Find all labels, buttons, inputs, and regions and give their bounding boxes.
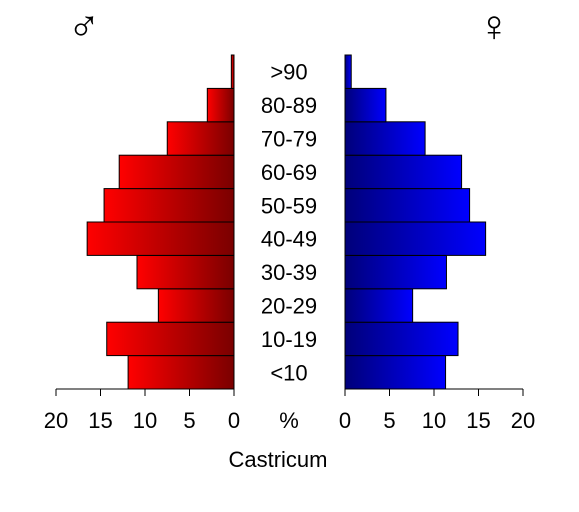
male-bar-6 — [118, 154, 235, 190]
male-bar-5 — [103, 188, 235, 223]
male-tick-label-1: 5 — [183, 408, 195, 433]
age-group-label-7: 70-79 — [261, 127, 317, 152]
age-group-label-9: >90 — [270, 60, 307, 85]
age-group-label-4: 40-49 — [261, 227, 317, 252]
male-bars — [86, 54, 235, 390]
female-bar-8 — [344, 87, 387, 123]
female-bar-6 — [344, 154, 463, 190]
age-group-label-0: <10 — [270, 360, 307, 385]
male-tick-label-3: 15 — [88, 408, 112, 433]
age-group-label-2: 20-29 — [261, 294, 317, 319]
male-bar-4 — [86, 221, 235, 256]
male-symbol-label: ♂ — [68, 2, 101, 51]
age-group-label-8: 80-89 — [261, 93, 317, 118]
female-bar-5 — [344, 188, 471, 223]
age-group-label-3: 30-39 — [261, 260, 317, 285]
female-bar-9 — [344, 54, 352, 89]
male-bar-3 — [136, 254, 235, 290]
male-bar-7 — [166, 121, 235, 156]
female-bar-1 — [344, 321, 459, 357]
male-bar-2 — [157, 288, 235, 323]
female-bar-7 — [344, 121, 426, 156]
female-tick-label-2: 10 — [422, 408, 446, 433]
female-bars — [344, 54, 487, 390]
female-axis: 0 5 10 15 20 — [339, 388, 535, 433]
axis-unit-label: % — [279, 408, 299, 433]
male-tick-label-2: 10 — [133, 408, 157, 433]
male-tick-label-4: 20 — [44, 408, 68, 433]
male-bar-0 — [127, 355, 235, 390]
female-bar-3 — [344, 254, 447, 290]
age-group-label-5: 50-59 — [261, 193, 317, 218]
female-bar-4 — [344, 221, 487, 256]
female-tick-label-0: 0 — [339, 408, 351, 433]
age-group-label-6: 60-69 — [261, 160, 317, 185]
age-group-labels: <10 10-19 20-29 30-39 40-49 50-59 60-69 70-79 80… — [261, 60, 317, 386]
male-bar-9 — [230, 54, 235, 89]
female-bar-0 — [344, 355, 447, 390]
chart-title: Castricum — [228, 447, 327, 472]
male-bar-1 — [106, 321, 235, 357]
female-tick-label-4: 20 — [511, 408, 535, 433]
female-tick-label-1: 5 — [383, 408, 395, 433]
male-bar-8 — [206, 87, 235, 123]
female-symbol-label: ♀ — [478, 2, 511, 51]
female-bar-2 — [344, 288, 414, 323]
male-axis: 0 5 10 15 20 — [44, 388, 240, 433]
male-tick-label-0: 0 — [228, 408, 240, 433]
female-tick-label-3: 15 — [466, 408, 490, 433]
age-group-label-1: 10-19 — [261, 327, 317, 352]
